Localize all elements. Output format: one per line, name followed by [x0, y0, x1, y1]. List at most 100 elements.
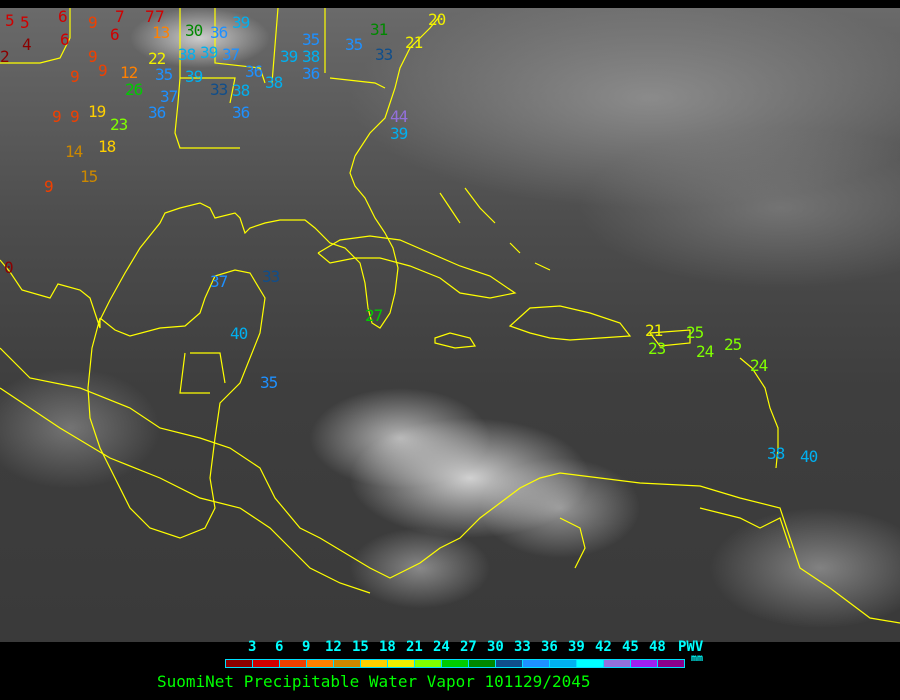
station-pwv-value: 33 [210, 80, 228, 99]
cuba [317, 235, 517, 299]
station-pwv-value: 39 [390, 124, 408, 143]
legend-tick-label: 48 [649, 639, 666, 655]
legend-tick-label: 21 [406, 639, 423, 655]
station-pwv-value: 6 [110, 25, 120, 44]
station-pwv-value: 36 [210, 23, 228, 42]
legend-swatch [523, 660, 550, 667]
station-pwv-value: 21 [645, 321, 663, 340]
legend-swatch [307, 660, 334, 667]
station-pwv-value: 35 [155, 65, 173, 84]
legend-tick-label: 42 [595, 639, 612, 655]
station-pwv-value: 38 [265, 73, 283, 92]
station-pwv-value: 6 [60, 30, 70, 49]
legend-swatch [469, 660, 496, 667]
legend-swatch [442, 660, 469, 667]
legend-tick-label: 18 [379, 639, 396, 655]
station-pwv-value: 7 [155, 8, 165, 26]
station-pwv-value: 36 [148, 103, 166, 122]
legend-swatch [604, 660, 631, 667]
venezuela-coast [559, 507, 791, 569]
legend-swatch [658, 660, 684, 667]
station-pwv-value: 37 [222, 45, 240, 64]
station-pwv-value: 25 [724, 335, 742, 354]
legend-tick-label: 39 [568, 639, 585, 655]
florida-east [354, 15, 441, 157]
legend-swatch [496, 660, 523, 667]
legend-swatch [550, 660, 577, 667]
station-pwv-value: 15 [80, 167, 98, 186]
lesser-antilles [739, 357, 779, 469]
legend-tick-label: 9 [302, 639, 311, 655]
station-pwv-value: 20 [428, 10, 446, 29]
station-pwv-value: 13 [152, 23, 170, 42]
station-pwv-value: 33 [375, 45, 393, 64]
legend-tick-label: 12 [325, 639, 342, 655]
coastlines [0, 8, 900, 624]
legend-swatch [577, 660, 604, 667]
station-pwv-value: 39 [185, 67, 203, 86]
legend-tick-label: 33 [514, 639, 531, 655]
legend-swatch [280, 660, 307, 667]
legend-swatch [334, 660, 361, 667]
legend-swatch [415, 660, 442, 667]
station-pwv-value: 40 [230, 324, 248, 343]
legend-swatch [631, 660, 658, 667]
station-pwv-value: 21 [405, 33, 423, 52]
station-pwv-value: 36 [232, 103, 250, 122]
legend-tick-label: 45 [622, 639, 639, 655]
station-pwv-value: 9 [52, 107, 62, 126]
station-pwv-value: 35 [302, 30, 320, 49]
station-pwv-value: 38 [302, 47, 320, 66]
bahamas [439, 187, 551, 271]
station-pwv-value: 2 [0, 47, 10, 66]
station-pwv-value: 22 [148, 49, 166, 68]
station-pwv-value: 5 [5, 11, 15, 30]
legend-color-bar [225, 659, 685, 668]
state-borders [0, 8, 386, 394]
legend-tick-label: 15 [352, 639, 369, 655]
hispaniola [508, 305, 632, 341]
station-pwv-value: 9 [70, 107, 80, 126]
station-pwv-value: 14 [65, 142, 83, 161]
texas-mexico-coast [87, 269, 266, 539]
station-pwv-value: 38 [178, 45, 196, 64]
legend-swatch [226, 660, 253, 667]
central-america [0, 347, 900, 624]
station-pwv-value: 38 [232, 81, 250, 100]
station-pwv-value: 39 [232, 13, 250, 32]
station-pwv-value: 9 [88, 13, 98, 32]
legend-tick-label: 3 [248, 639, 257, 655]
color-legend: 3 6 9 12 15 18 21 24 27 30 33 36 39 42 45 48 PWV mm Suo… [0, 639, 900, 700]
legend-unit-label: PWV [678, 639, 704, 655]
station-pwv-value: 26 [125, 80, 143, 99]
legend-swatch [388, 660, 415, 667]
legend-tick-label: 24 [433, 639, 450, 655]
station-pwv-value: 36 [245, 62, 263, 81]
gulf-coast [0, 155, 399, 329]
station-pwv-value: 36 [302, 64, 320, 83]
legend-tick-label: 27 [460, 639, 477, 655]
legend-swatch [361, 660, 388, 667]
legend-tick-label: 6 [275, 639, 284, 655]
station-pwv-value: 9 [88, 47, 98, 66]
legend-swatch [253, 660, 280, 667]
station-pwv-value: 35 [260, 373, 278, 392]
central-america-pacific [0, 387, 371, 594]
station-pwv-value: 9 [44, 177, 54, 196]
station-pwv-value: 19 [88, 102, 106, 121]
jamaica [434, 332, 477, 349]
station-pwv-value: 5 [20, 13, 30, 32]
station-pwv-value: 39 [200, 43, 218, 62]
station-pwv-value: 6 [58, 8, 68, 26]
station-pwv-value: 9 [98, 61, 108, 80]
station-pwv-value: 27 [365, 306, 383, 325]
station-pwv-value: 7 [145, 8, 155, 26]
station-pwv-value: 25 [686, 323, 704, 342]
station-pwv-value: 39 [280, 47, 298, 66]
product-caption: SuomiNet Precipitable Water Vapor 101129… [157, 672, 591, 691]
station-pwv-value: 31 [370, 20, 388, 39]
station-pwv-value: 40 [800, 447, 818, 466]
puerto-rico [648, 329, 691, 347]
legend-tick-label: 36 [541, 639, 558, 655]
